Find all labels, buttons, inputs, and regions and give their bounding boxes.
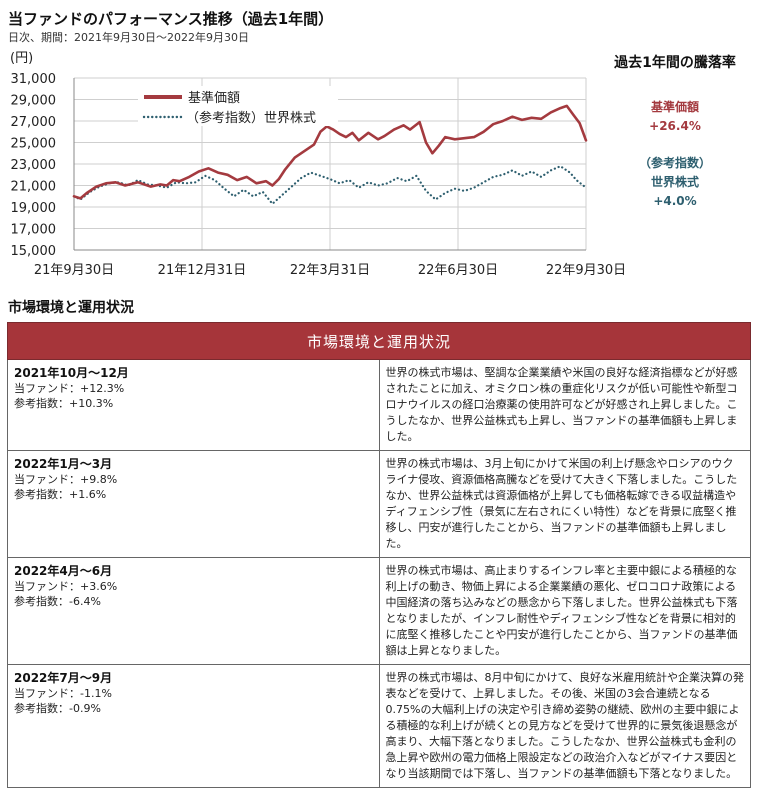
period-cell: 2022年1月～3月 当ファンド：+9.8% 参考指数：+1.6% [7, 450, 380, 558]
period-ref-return: 参考指数：+10.3% [14, 397, 114, 410]
ref-return-value: +4.0% [653, 194, 697, 208]
returns-panel-title: 過去1年間の騰落率 [614, 55, 736, 71]
y-tick-label: 25,000 [11, 137, 57, 152]
y-tick-label: 27,000 [11, 115, 57, 130]
period-description: 世界の株式市場は、堅調な企業業績や米国の良好な経済指標などが好感されたことに加え… [378, 359, 751, 451]
y-axis-unit: (円) [10, 51, 33, 66]
period-fund-return: 当ファンド：-1.1% [14, 687, 112, 700]
period-title: 2022年1月～3月 [14, 457, 113, 471]
x-tick-label: 22年3月31日 [290, 263, 370, 278]
period-ref-return: 参考指数：-0.9% [14, 702, 101, 715]
y-tick-label: 17,000 [11, 223, 57, 238]
series-line-fund [72, 104, 588, 200]
fund-return-value: +26.4% [649, 119, 701, 133]
period-description: 世界の株式市場は、高止まりするインフレ率と主要中銀による積極的な利上げの動き、物… [378, 557, 751, 665]
table-row: 2022年7月～9月 当ファンド：-1.1% 参考指数：-0.9% 世界の株式市… [7, 664, 751, 788]
period-cell: 2022年4月～6月 当ファンド：+3.6% 参考指数：-6.4% [7, 557, 380, 665]
page-subtitle: 日次、期間：2021年9月30日～2022年9月30日 [8, 31, 249, 44]
period-fund-return: 当ファンド：+9.8% [14, 473, 118, 486]
x-tick-label: 21年12月31日 [158, 263, 247, 278]
ref-return-label-line2: 世界株式 [650, 175, 699, 189]
period-title: 2022年7月～9月 [14, 671, 113, 685]
period-cell: 2022年7月～9月 当ファンド：-1.1% 参考指数：-0.9% [7, 664, 380, 788]
legend-label-reference: （参考指数）世界株式 [186, 110, 316, 126]
period-fund-return: 当ファンド：+3.6% [14, 580, 118, 593]
y-tick-label: 15,000 [11, 244, 57, 259]
y-tick-label: 23,000 [11, 158, 57, 173]
y-tick-label: 21,000 [11, 180, 57, 195]
legend-box [138, 86, 338, 126]
x-tick-label: 21年9月30日 [34, 263, 114, 278]
period-description: 世界の株式市場は、3月上旬にかけて米国の利上げ懸念やロシアのウクライナ侵攻、資源… [378, 450, 751, 558]
page-title: 当ファンドのパフォーマンス推移（過去1年間） [8, 10, 334, 28]
period-title: 2021年10月～12月 [14, 366, 129, 380]
performance-chart: (円) 15,000 17,000 19,000 21,000 23,000 25,000 2… [10, 51, 626, 278]
ref-return-label-line1: （参考指数） [638, 156, 711, 170]
y-tick-label: 19,000 [11, 201, 57, 216]
y-tick-label: 29,000 [11, 94, 57, 109]
x-tick-label: 22年6月30日 [418, 263, 498, 278]
table-row: 2022年4月～6月 当ファンド：+3.6% 参考指数：-6.4% 世界の株式市… [7, 557, 751, 665]
period-title: 2022年4月～6月 [14, 564, 113, 578]
x-tick-label: 22年9月30日 [546, 263, 626, 278]
table-row: 2022年1月～3月 当ファンド：+9.8% 参考指数：+1.6% 世界の株式市… [7, 450, 751, 558]
period-ref-return: 参考指数：-6.4% [14, 595, 101, 608]
period-cell: 2021年10月～12月 当ファンド：+12.3% 参考指数：+10.3% [7, 359, 380, 451]
market-environment-table: 市場環境と運用状況 2021年10月～12月 当ファンド：+12.3% 参考指数… [7, 322, 751, 788]
returns-panel: 過去1年間の騰落率 基準価額 +26.4% （参考指数） 世界株式 +4.0% [596, 52, 754, 211]
y-tick-label: 31,000 [11, 72, 57, 87]
legend-label-fund: 基準価額 [188, 90, 240, 106]
table-row: 2021年10月～12月 当ファンド：+12.3% 参考指数：+10.3% 世界… [7, 359, 751, 451]
table-header: 市場環境と運用状況 [7, 322, 751, 360]
section-heading: 市場環境と運用状況 [8, 300, 134, 316]
fund-return-label: 基準価額 [650, 100, 699, 114]
period-ref-return: 参考指数：+1.6% [14, 488, 107, 501]
period-fund-return: 当ファンド：+12.3% [14, 382, 125, 395]
period-description: 世界の株式市場は、8月中旬にかけて、良好な米雇用統計や企業決算の発表などを受けて… [378, 664, 751, 788]
